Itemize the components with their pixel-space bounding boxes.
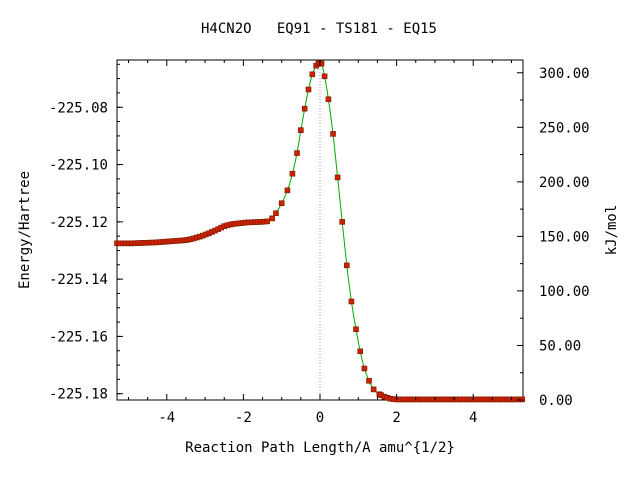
y-axis-label: Energy/Hartree: [17, 171, 33, 289]
data-point: [309, 71, 316, 78]
y-tick-label: -225.12: [49, 215, 108, 231]
data-point: [366, 378, 372, 384]
x-tick-label: 4: [469, 410, 477, 426]
data-point: [318, 60, 325, 67]
y-tick-label: -225.14: [49, 272, 108, 288]
x-tick-label: 0: [316, 410, 324, 426]
y2-tick-label: 250.00: [539, 120, 590, 136]
data-point: [339, 219, 346, 225]
y-tick-label: -225.18: [49, 387, 108, 403]
y2-axis-label: kJ/mol: [604, 205, 620, 256]
data-point: [301, 105, 308, 112]
data-point: [278, 200, 285, 207]
data-point: [305, 86, 312, 93]
x-tick-label: 2: [392, 410, 400, 426]
x-tick-label: -4: [158, 410, 175, 426]
data-point: [361, 365, 368, 372]
data-point: [325, 96, 332, 103]
y2-tick-label: 0.00: [539, 393, 573, 409]
data-point: [353, 326, 359, 333]
data-point: [264, 218, 270, 225]
y2-tick-label: 50.00: [539, 338, 581, 354]
y2-tick-label: 200.00: [539, 175, 590, 191]
data-point: [357, 348, 364, 355]
data-point: [294, 150, 300, 156]
data-point: [344, 262, 350, 269]
y-tick-label: -225.10: [49, 158, 108, 174]
x-tick-label: -2: [235, 410, 252, 426]
y2-tick-label: 300.00: [539, 66, 590, 82]
data-point: [330, 131, 336, 137]
x-axis-label: Reaction Path Length/A amu^{1/2}: [185, 440, 455, 456]
y-tick-label: -225.08: [49, 100, 108, 116]
data-point: [284, 187, 291, 194]
data-point: [289, 170, 296, 177]
y2-tick-label: 150.00: [539, 229, 590, 245]
y2-tick-label: 100.00: [539, 284, 590, 300]
data-point: [269, 215, 275, 222]
data-point: [298, 127, 304, 133]
data-point: [273, 210, 279, 217]
chart-title: H4CN2O EQ91 - TS181 - EQ15: [201, 21, 437, 37]
data-point: [348, 298, 355, 305]
data-point: [519, 396, 526, 403]
data-point: [370, 386, 377, 393]
y-tick-label: -225.16: [49, 329, 108, 345]
data-point: [334, 174, 341, 181]
data-point: [321, 73, 328, 80]
